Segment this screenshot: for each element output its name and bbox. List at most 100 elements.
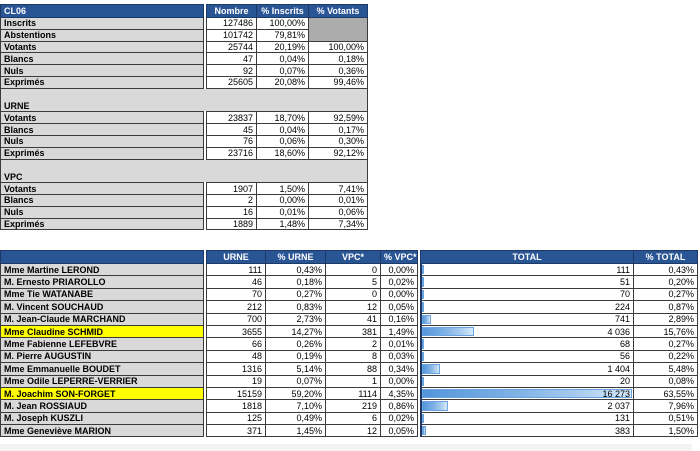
candidate-vpc[interactable]: 219 (325, 399, 381, 413)
candidate-pct-total[interactable]: 5,48% (633, 362, 698, 376)
candidate-total[interactable]: 4 036 (419, 324, 634, 339)
candidate-pct-vpc[interactable]: 0,02% (380, 411, 418, 426)
candidate-pct-vpc[interactable]: 0,03% (380, 349, 418, 364)
candidate-pct-urne[interactable]: 7,10% (265, 399, 326, 413)
summary-row-label[interactable]: Blancs (0, 193, 204, 207)
results-header-total[interactable]: TOTAL (420, 250, 634, 264)
summary-header-nombre[interactable]: Nombre (206, 4, 257, 18)
summary-cell-pct-inscrits[interactable]: 1,48% (256, 217, 309, 231)
candidate-pct-total[interactable]: 0,27% (633, 287, 698, 302)
candidate-urne[interactable]: 70 (206, 287, 266, 302)
candidate-pct-vpc[interactable]: 4,35% (380, 386, 418, 401)
summary-cell-pct-votants[interactable]: 100,00% (308, 40, 368, 54)
summary-cell-nombre[interactable]: 1889 (206, 217, 257, 231)
candidate-name[interactable]: Mme Tie WATANABE (0, 287, 204, 302)
candidate-name[interactable]: Mme Geneviève MARION (0, 424, 204, 438)
candidate-pct-vpc[interactable]: 0,01% (380, 337, 418, 351)
summary-cell-nombre[interactable]: 47 (206, 52, 257, 66)
summary-row-label[interactable]: Abstentions (0, 28, 204, 42)
candidate-vpc[interactable]: 88 (325, 362, 381, 376)
candidate-name[interactable]: M. Pierre AUGUSTIN (0, 349, 204, 364)
candidate-pct-total[interactable]: 1,50% (633, 424, 698, 438)
summary-header-pct-inscrits[interactable]: % Inscrits (256, 4, 309, 18)
summary-row-label[interactable]: Votants (0, 40, 204, 54)
summary-cell-nombre[interactable]: 76 (206, 134, 257, 148)
candidate-vpc[interactable]: 1 (325, 374, 381, 388)
summary-cell-pct-votants[interactable]: 0,30% (308, 134, 368, 148)
candidate-pct-urne[interactable]: 0,26% (265, 337, 326, 351)
candidate-name[interactable]: Mme Odile LEPERRE-VERRIER (0, 374, 204, 388)
candidate-urne[interactable]: 125 (206, 411, 266, 426)
candidate-name[interactable]: M. Joachim SON-FORGET (0, 386, 204, 401)
summary-cell-nombre[interactable]: 1907 (206, 182, 257, 195)
summary-cell-pct-votants[interactable]: 99,46% (308, 75, 368, 89)
candidate-total[interactable]: 1 404 (419, 362, 634, 376)
candidate-pct-total[interactable]: 63,55% (633, 386, 698, 401)
summary-cell-pct-votants[interactable]: 92,59% (308, 111, 368, 125)
results-header-name[interactable] (0, 250, 204, 264)
candidate-total[interactable]: 51 (419, 275, 634, 289)
candidate-pct-total[interactable]: 15,76% (633, 324, 698, 339)
candidate-vpc[interactable]: 8 (325, 349, 381, 364)
candidate-pct-total[interactable]: 0,51% (633, 411, 698, 426)
candidate-total[interactable]: 131 (419, 411, 634, 426)
candidate-pct-total[interactable]: 0,22% (633, 349, 698, 364)
candidate-pct-urne[interactable]: 59,20% (265, 386, 326, 401)
candidate-pct-vpc[interactable]: 0,05% (380, 424, 418, 438)
candidate-name[interactable]: Mme Fabienne LEFEBVRE (0, 337, 204, 351)
summary-cell-nombre[interactable]: 25744 (206, 40, 257, 54)
candidate-urne[interactable]: 66 (206, 337, 266, 351)
candidate-vpc[interactable]: 12 (325, 300, 381, 314)
summary-cell-nombre[interactable]: 23837 (206, 111, 257, 125)
candidate-vpc[interactable]: 2 (325, 337, 381, 351)
summary-row-label[interactable]: Nuls (0, 205, 204, 219)
results-header-pct-total[interactable]: % TOTAL (633, 250, 698, 264)
results-header-pct-vpc[interactable]: % VPC* (380, 250, 418, 264)
candidate-name[interactable]: M. Ernesto PRIAROLLO (0, 275, 204, 289)
summary-cell-nombre[interactable]: 127486 (206, 17, 257, 30)
candidate-pct-total[interactable]: 0,43% (633, 262, 698, 277)
summary-row-label[interactable]: Exprimés (0, 217, 204, 231)
candidate-urne[interactable]: 19 (206, 374, 266, 388)
summary-cell-nombre[interactable]: 23716 (206, 146, 257, 160)
candidate-pct-total[interactable]: 7,96% (633, 399, 698, 413)
summary-cell-pct-votants[interactable]: 7,41% (308, 182, 368, 195)
summary-cell-pct-inscrits[interactable]: 18,60% (256, 146, 309, 160)
candidate-vpc[interactable]: 0 (325, 287, 381, 302)
candidate-pct-urne[interactable]: 14,27% (265, 324, 326, 339)
summary-cell-pct-votants[interactable]: 92,12% (308, 146, 368, 160)
summary-row-label[interactable]: Nuls (0, 134, 204, 148)
candidate-pct-total[interactable]: 0,20% (633, 275, 698, 289)
candidate-total[interactable]: 224 (419, 300, 634, 314)
candidate-vpc[interactable]: 5 (325, 275, 381, 289)
candidate-total[interactable]: 68 (419, 337, 634, 351)
candidate-name[interactable]: M. Vincent SOUCHAUD (0, 300, 204, 314)
summary-cell-pct-inscrits[interactable]: 0,04% (256, 123, 309, 136)
summary-cell-nombre[interactable]: 92 (206, 64, 257, 77)
summary-cell-pct-inscrits[interactable]: 20,08% (256, 75, 309, 89)
candidate-pct-urne[interactable]: 2,73% (265, 312, 326, 326)
candidate-urne[interactable]: 700 (206, 312, 266, 326)
candidate-pct-vpc[interactable]: 1,49% (380, 324, 418, 339)
candidate-pct-total[interactable]: 0,27% (633, 337, 698, 351)
summary-cell-pct-votants[interactable]: 0,01% (308, 193, 368, 207)
summary-cell-pct-inscrits[interactable]: 18,70% (256, 111, 309, 125)
candidate-vpc[interactable]: 381 (325, 324, 381, 339)
candidate-name[interactable]: M. Joseph KUSZLI (0, 411, 204, 426)
summary-cell-blocked[interactable] (308, 17, 368, 42)
summary-cell-nombre[interactable]: 25605 (206, 75, 257, 89)
candidate-vpc[interactable]: 41 (325, 312, 381, 326)
candidate-urne[interactable]: 3655 (206, 324, 266, 339)
summary-cell-pct-inscrits[interactable]: 100,00% (256, 17, 309, 30)
candidate-pct-urne[interactable]: 0,27% (265, 287, 326, 302)
candidate-pct-total[interactable]: 0,08% (633, 374, 698, 388)
results-header-pct-urne[interactable]: % URNE (265, 250, 326, 264)
candidate-total[interactable]: 20 (419, 374, 634, 388)
candidate-pct-vpc[interactable]: 0,05% (380, 300, 418, 314)
candidate-vpc[interactable]: 6 (325, 411, 381, 426)
candidate-total[interactable]: 383 (419, 424, 634, 438)
summary-cell-pct-votants[interactable]: 7,34% (308, 217, 368, 231)
candidate-urne[interactable]: 48 (206, 349, 266, 364)
summary-cell-pct-votants[interactable]: 0,17% (308, 123, 368, 136)
candidate-total[interactable]: 56 (419, 349, 634, 364)
